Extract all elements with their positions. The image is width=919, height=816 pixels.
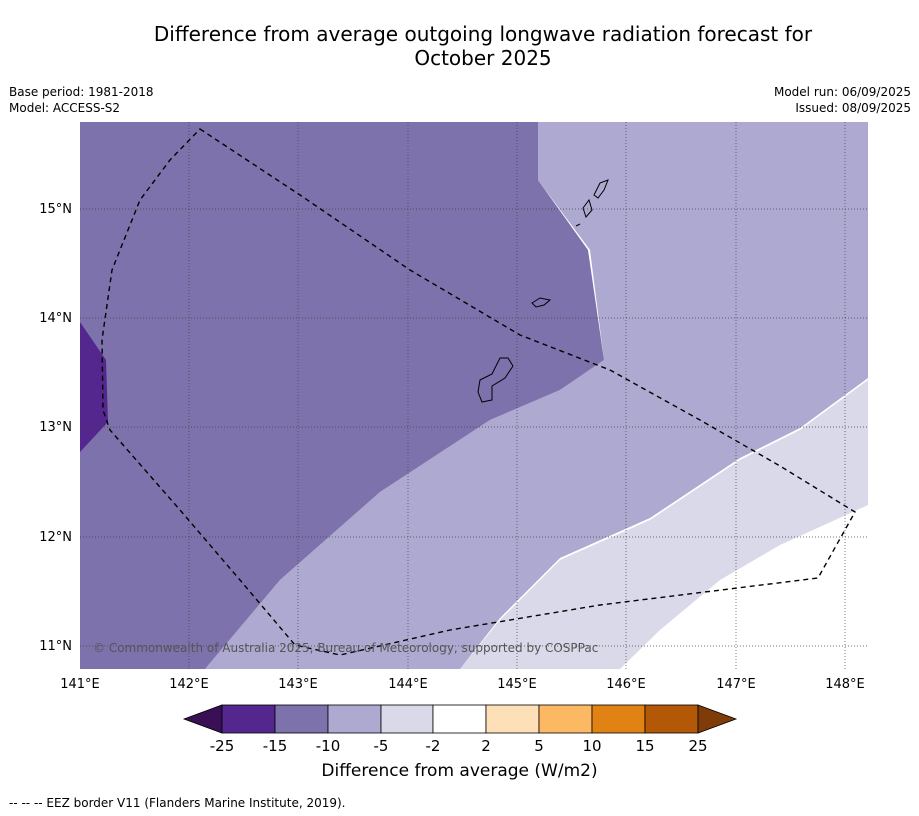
region-minus5-minus2: [460, 380, 868, 669]
colorbar-tick-5: 5: [534, 737, 544, 755]
lon-label-146: 146°E: [606, 677, 646, 692]
region-minus25-minus15: [80, 322, 108, 452]
lon-label-147: 147°E: [716, 677, 756, 692]
island-rota: [531, 297, 552, 308]
colorbar-tick-2: 2: [481, 737, 491, 755]
eez-footnote: -- -- -- EEZ border V11 (Flanders Marine…: [9, 796, 346, 810]
copyright-text: © Commonwealth of Australia 2025, Bureau…: [93, 641, 599, 655]
lon-label-145: 145°E: [497, 677, 537, 692]
region-minus15-minus10: [80, 122, 604, 669]
colorbar-tick-15: 15: [635, 737, 654, 755]
lon-label-141: 141°E: [60, 677, 100, 692]
colorbar-tick-minus25: -25: [210, 737, 235, 755]
map-title: Difference from average outgoing longwav…: [0, 22, 919, 70]
colorbar-tick-25: 25: [688, 737, 707, 755]
colorbar-tick-minus10: -10: [316, 737, 341, 755]
title-line-1: Difference from average outgoing longwav…: [153, 22, 813, 46]
colorbar-cell-minus15: [274, 704, 329, 734]
lat-label-12: 12°N: [39, 530, 72, 545]
colorbar-cell-minus10: [327, 704, 382, 734]
map-panel: [80, 122, 868, 669]
colorbar-extend-low: [182, 704, 223, 734]
colorbar-cell-15: [644, 704, 699, 734]
colorbar-cell-minus2: [432, 704, 487, 734]
colorbar-cell-minus25: [221, 704, 276, 734]
eez-border: [101, 128, 856, 656]
lon-label-144: 144°E: [388, 677, 428, 692]
colorbar-extend-high: [697, 704, 738, 734]
colorbar-cell-2: [485, 704, 540, 734]
colorbar-cell-10: [591, 704, 646, 734]
lon-label-148: 148°E: [825, 677, 865, 692]
region-minus10-minus5: [205, 122, 868, 669]
island-aguijan: [575, 223, 581, 227]
colorbar-ticks: -25 -15 -10 -5 -2 2 5 10 15 25: [210, 737, 708, 755]
issued-date: Issued: 08/09/2025: [795, 101, 911, 115]
island-guam: [477, 357, 514, 403]
lon-label-142: 142°E: [169, 677, 209, 692]
colorbar-tick-minus2: -2: [426, 737, 441, 755]
lon-labels: 141°E 142°E 143°E 144°E 145°E 146°E 147°…: [60, 677, 865, 692]
colorbar-tick-minus5: -5: [374, 737, 389, 755]
colorbar-cell-5: [538, 704, 593, 734]
island-tinian: [582, 198, 593, 218]
model-run: Model run: 06/09/2025: [773, 85, 911, 99]
gridlines: [80, 122, 868, 669]
colorbar-cell-minus5: [380, 704, 434, 734]
base-period: Base period: 1981-2018: [9, 85, 154, 99]
meta-left: Base period: 1981-2018 Model: ACCESS-S2: [9, 84, 154, 116]
lat-label-14: 14°N: [39, 311, 72, 326]
lon-label-143: 143°E: [278, 677, 318, 692]
lat-labels: 15°N 14°N 13°N 12°N 11°N: [39, 202, 72, 654]
colorbar: [182, 704, 738, 734]
colorbar-tick-10: 10: [582, 737, 601, 755]
model-name: Model: ACCESS-S2: [9, 101, 121, 115]
meta-right: Model run: 06/09/2025 Issued: 08/09/2025: [774, 84, 911, 116]
lat-label-13: 13°N: [39, 420, 72, 435]
title-line-2: October 2025: [414, 46, 552, 70]
colorbar-tick-minus15: -15: [263, 737, 288, 755]
lat-label-11: 11°N: [39, 639, 72, 654]
lat-label-15: 15°N: [39, 202, 72, 217]
colorbar-label: Difference from average (W/m2): [321, 761, 598, 781]
island-saipan: [593, 179, 609, 199]
